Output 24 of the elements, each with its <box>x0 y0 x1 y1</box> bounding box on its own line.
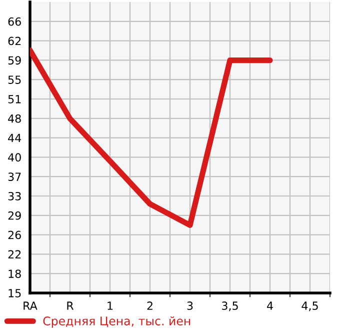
y-tick-label: 26 <box>8 230 21 240</box>
y-tick-label: 44 <box>8 134 22 142</box>
y-tick-label: 55 <box>8 76 21 84</box>
x-tick-label: 3,5 <box>222 302 238 312</box>
legend-label: Средняя Цена, тыс. йен <box>43 316 190 328</box>
y-tick-label: 22 <box>8 250 21 258</box>
x-tick-label: 2 <box>147 302 152 310</box>
y-tick-label: 51 <box>8 95 21 104</box>
y-tick-label: 15 <box>8 289 21 298</box>
y-tick-label: 59 <box>8 56 21 65</box>
y-tick-label: 62 <box>8 36 21 46</box>
y-tick-label: 33 <box>8 192 21 200</box>
x-tick-label: 4,5 <box>302 302 318 312</box>
y-tick-label: 18 <box>8 270 21 278</box>
x-tick-label: 1 <box>108 302 113 310</box>
y-tick-label: 66 <box>8 17 21 26</box>
y-tick-label: 40 <box>8 153 21 162</box>
x-tick-label: R <box>67 302 74 310</box>
x-tick-label: 3 <box>187 302 193 310</box>
y-tick-label: 37 <box>8 172 21 181</box>
y-tick-label: 48 <box>8 114 21 123</box>
x-tick-label: 4 <box>267 302 273 310</box>
y-tick-label: 29 <box>8 211 21 220</box>
x-tick-label: RA <box>24 302 38 310</box>
